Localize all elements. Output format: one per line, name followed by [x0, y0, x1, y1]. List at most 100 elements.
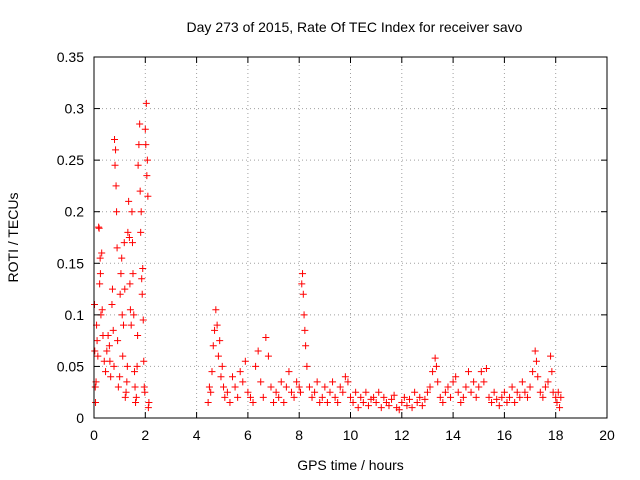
data-point: [326, 388, 334, 396]
data-point: [105, 342, 113, 350]
data-point: [411, 388, 419, 396]
grid-lines: [94, 57, 607, 418]
data-point: [120, 239, 128, 247]
data-point: [532, 357, 540, 365]
data-point: [416, 393, 424, 401]
data-point: [132, 399, 140, 407]
data-point: [352, 388, 360, 396]
data-point: [141, 388, 149, 396]
data-point: [262, 334, 270, 342]
data-point: [434, 378, 442, 386]
data-point: [534, 373, 542, 381]
data-point: [339, 388, 347, 396]
data-point: [403, 402, 411, 410]
data-point: [539, 393, 547, 401]
data-point: [349, 399, 357, 407]
data-point: [143, 156, 151, 164]
data-point: [467, 388, 475, 396]
data-point: [98, 306, 106, 314]
data-point: [249, 399, 257, 407]
data-point: [316, 399, 324, 407]
data-point: [553, 399, 561, 407]
data-point: [208, 368, 216, 376]
y-tick-label: 0.35: [57, 49, 84, 65]
data-point: [229, 373, 237, 381]
data-point: [331, 393, 339, 401]
data-point: [246, 393, 254, 401]
data-point: [423, 388, 431, 396]
data-point: [285, 368, 293, 376]
data-point: [354, 404, 362, 412]
data-point: [449, 378, 457, 386]
chart-title: Day 273 of 2015, Rate Of TEC Index for r…: [187, 19, 523, 35]
data-point: [441, 388, 449, 396]
data-point: [93, 337, 101, 345]
data-point: [143, 172, 151, 180]
data-points: [91, 99, 565, 414]
data-point: [125, 234, 133, 241]
data-point: [109, 326, 117, 334]
axis-ticks: 0 2 4 6 8 10 12 14 16 18 20 0 0.05 0.1 0.15 0.2 0.25 0.3 0…: [57, 49, 615, 443]
data-point: [536, 388, 544, 396]
data-point: [480, 378, 488, 386]
y-tick-label: 0.1: [65, 307, 85, 323]
data-point: [98, 249, 106, 257]
x-tick-label: 16: [497, 427, 513, 443]
x-tick-label: 4: [193, 427, 201, 443]
data-point: [207, 388, 215, 396]
y-axis-label: ROTI / TECUs: [5, 193, 21, 283]
data-point: [254, 347, 262, 355]
data-point: [408, 404, 416, 412]
data-point: [259, 393, 267, 401]
data-point: [444, 383, 452, 391]
data-point: [212, 306, 220, 314]
data-point: [236, 368, 244, 376]
data-point: [116, 373, 124, 381]
data-point: [134, 161, 142, 169]
data-point: [140, 383, 148, 391]
data-point: [140, 357, 148, 365]
data-point: [290, 393, 298, 401]
data-point: [131, 368, 139, 376]
data-point: [280, 399, 288, 407]
data-point: [275, 393, 283, 401]
data-point: [142, 99, 150, 107]
data-point: [556, 404, 564, 412]
data-point: [557, 393, 565, 401]
data-point: [138, 290, 146, 298]
data-point: [385, 402, 393, 410]
data-point: [110, 362, 118, 370]
x-tick-label: 2: [141, 427, 149, 443]
data-point: [426, 383, 434, 391]
data-point: [205, 383, 213, 391]
data-point: [204, 399, 212, 407]
data-point: [526, 383, 534, 391]
data-point: [457, 399, 465, 407]
data-point: [223, 388, 231, 396]
data-point: [454, 388, 462, 396]
data-point: [141, 125, 149, 133]
data-point: [498, 393, 506, 401]
data-point: [113, 208, 121, 216]
data-point: [544, 378, 552, 386]
data-point: [95, 223, 103, 231]
data-point: [506, 393, 514, 401]
data-point: [216, 337, 224, 345]
data-point: [485, 393, 493, 401]
data-point: [128, 208, 136, 216]
data-point: [136, 120, 144, 128]
data-point: [431, 354, 439, 362]
data-point: [336, 383, 344, 391]
data-point: [138, 275, 146, 283]
data-point: [122, 388, 130, 396]
data-point: [117, 270, 125, 278]
data-point: [400, 393, 408, 401]
data-point: [107, 373, 115, 381]
data-point: [472, 393, 480, 401]
data-point: [96, 254, 104, 262]
data-point: [123, 378, 131, 386]
data-point: [135, 141, 143, 149]
x-tick-label: 18: [548, 427, 564, 443]
data-point: [377, 404, 385, 412]
data-point: [405, 395, 413, 403]
